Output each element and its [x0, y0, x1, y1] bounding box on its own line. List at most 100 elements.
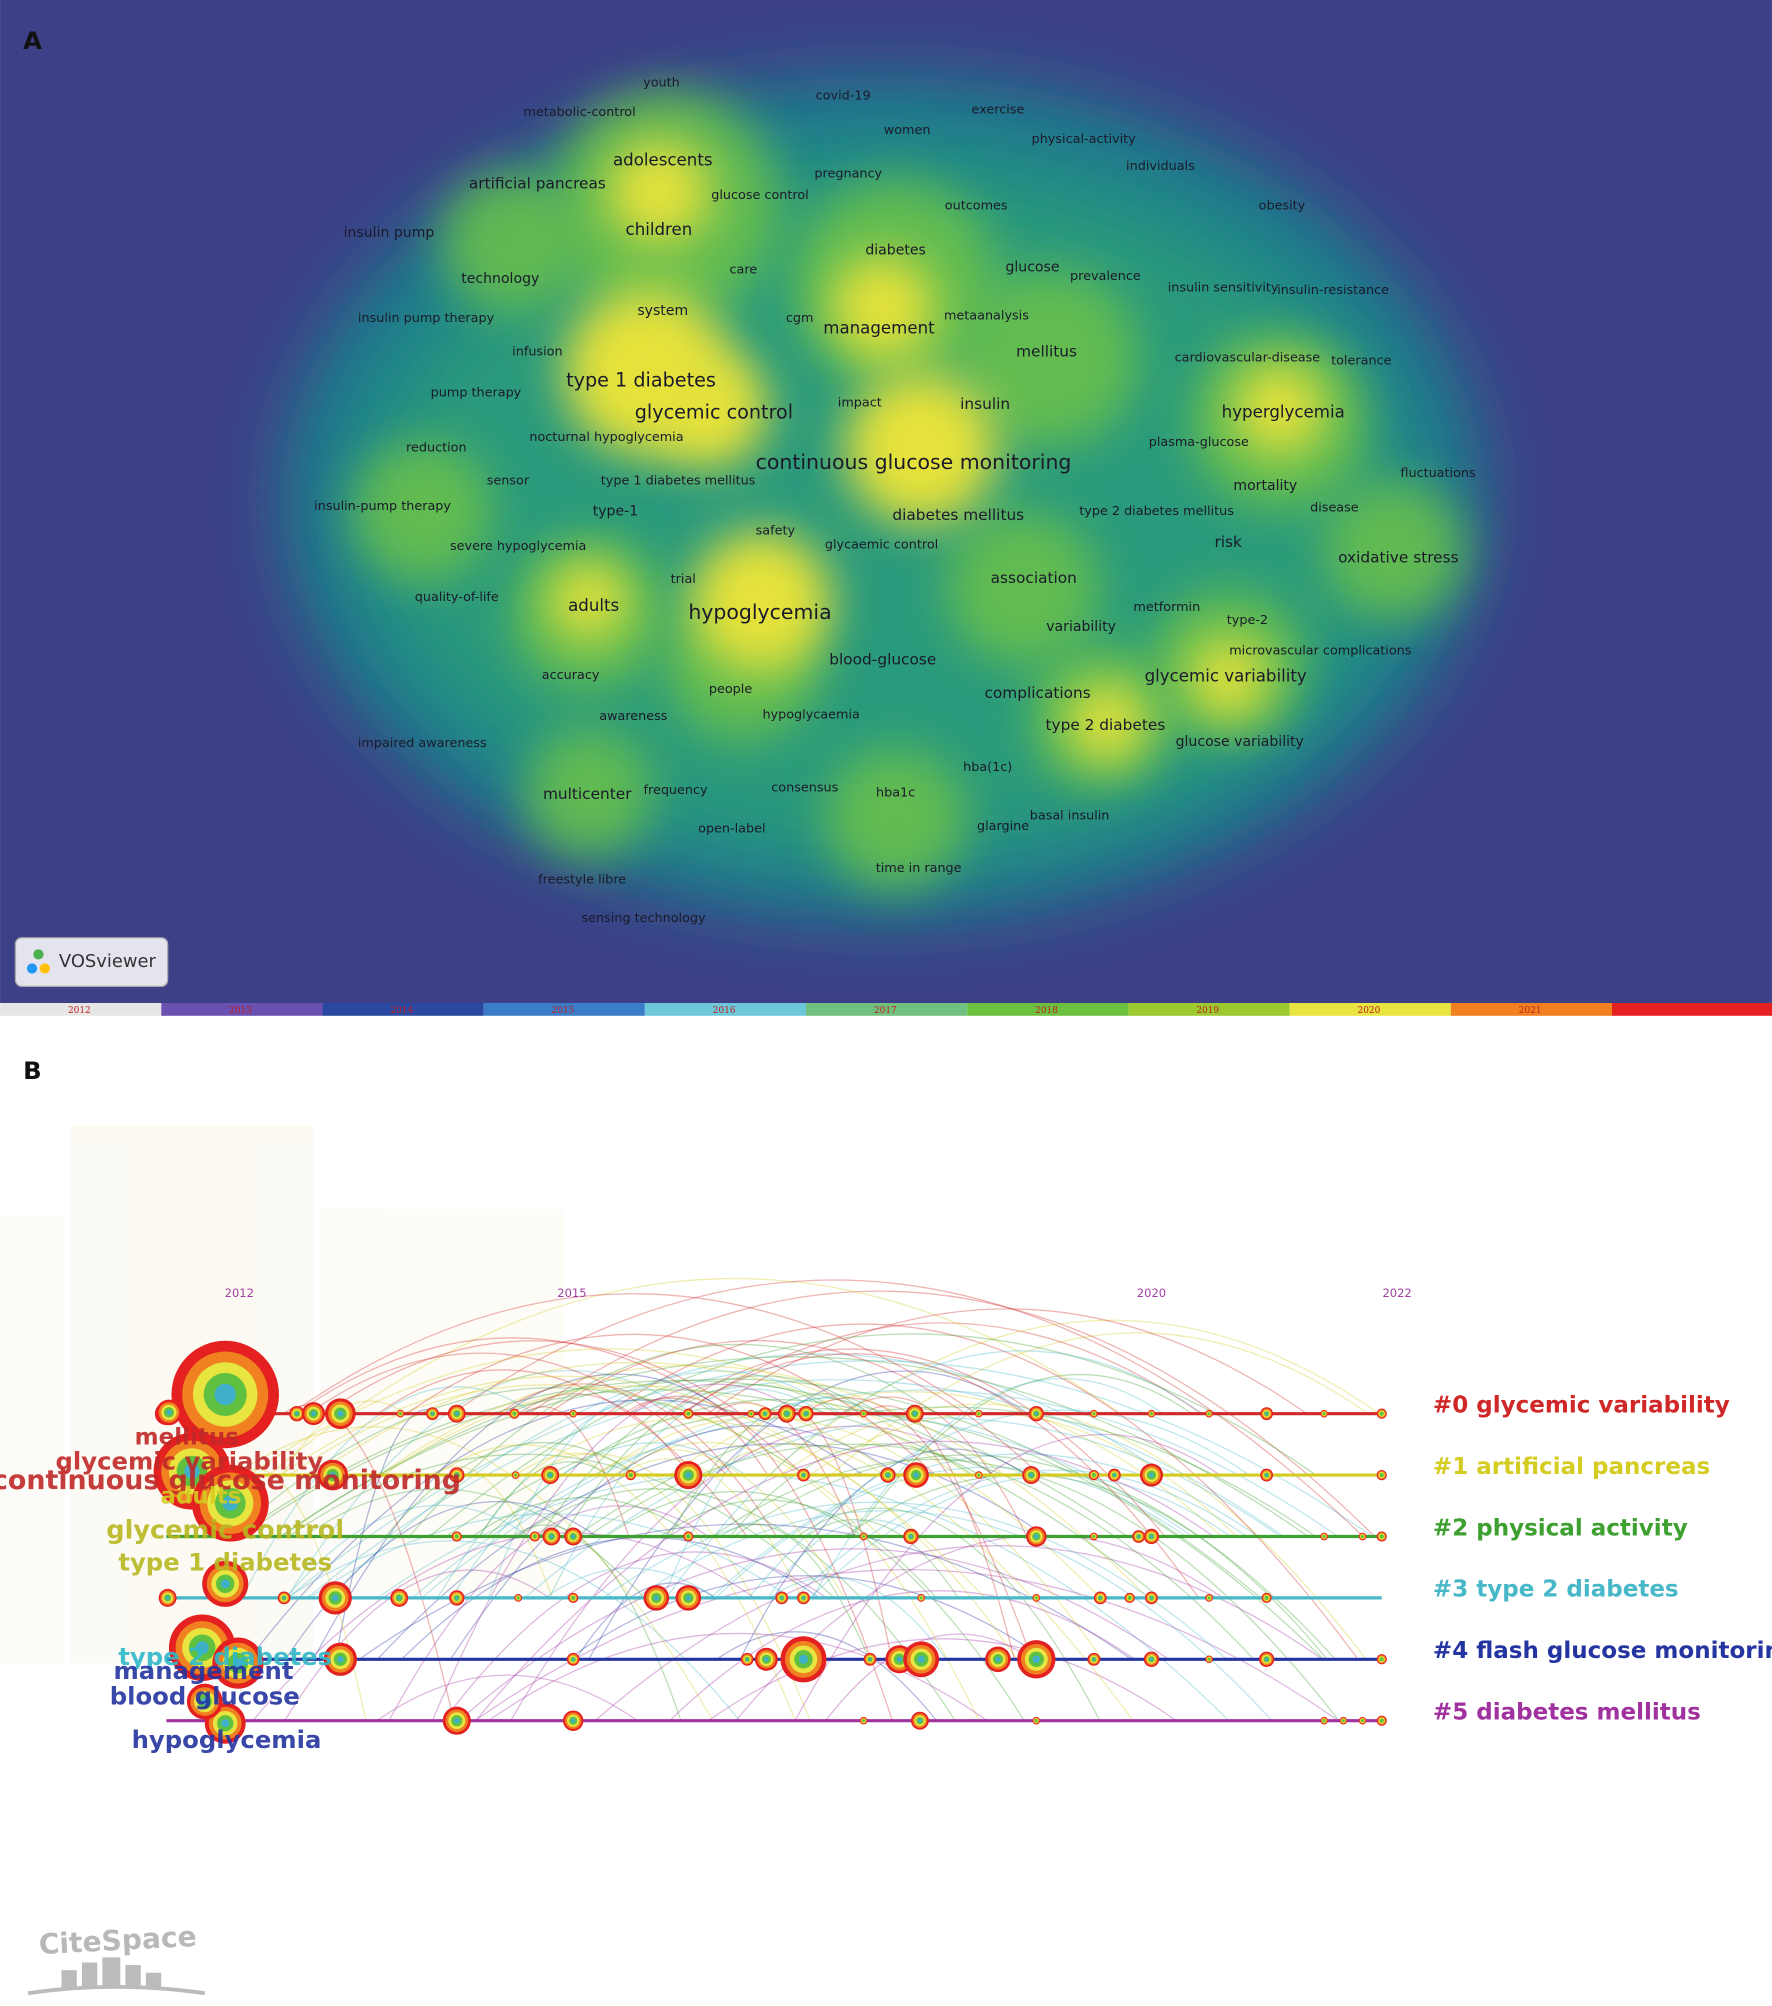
term-label: fluctuations — [1400, 466, 1476, 481]
node — [862, 1534, 866, 1539]
glow — [652, 351, 768, 467]
citation-arc — [575, 1582, 716, 1660]
year-segment — [483, 1003, 645, 1016]
node — [785, 1411, 789, 1416]
citation-arc — [852, 1373, 1193, 1537]
term-label: sensing technology — [582, 911, 707, 926]
term-label: glucose — [1005, 259, 1059, 275]
glow — [844, 371, 998, 525]
node — [868, 1658, 872, 1661]
node — [397, 1596, 402, 1600]
citation-arc — [376, 1674, 638, 1722]
citation-arc — [401, 1536, 820, 1660]
node — [514, 1473, 518, 1477]
node — [995, 1656, 1001, 1662]
citation-arc — [458, 1548, 1169, 1722]
citation-arc — [715, 1466, 1187, 1599]
citation-arc — [388, 1505, 709, 1722]
citation-arc — [295, 1337, 805, 1476]
term-label: infusion — [512, 344, 562, 359]
node — [1322, 1719, 1326, 1723]
term-label: plasma-glucose — [1149, 435, 1249, 450]
node — [1092, 1534, 1096, 1539]
citation-arc — [280, 1375, 986, 1599]
node — [1034, 1534, 1039, 1539]
term-label: freestyle libre — [538, 873, 626, 888]
node — [331, 1594, 339, 1602]
citation-arc — [431, 1465, 554, 1599]
citation-arc — [287, 1540, 741, 1722]
term-label: nocturnal hypoglycemia — [529, 430, 683, 445]
glow — [351, 441, 493, 583]
node-label: type 1 diabetes — [118, 1547, 332, 1576]
term-label: cgm — [786, 311, 814, 326]
node — [917, 1655, 925, 1663]
node — [220, 1579, 230, 1589]
term-label: type 2 diabetes — [1045, 716, 1165, 734]
term-label: adults — [568, 596, 619, 615]
citation-arc — [286, 1370, 693, 1599]
term-label: trial — [671, 572, 696, 587]
node — [1265, 1412, 1268, 1415]
node — [532, 1534, 537, 1539]
node — [919, 1596, 923, 1600]
node — [295, 1412, 299, 1416]
density-glow — [281, 76, 1485, 922]
year-segment — [644, 1003, 807, 1016]
year-segment — [1612, 1003, 1772, 1016]
node — [571, 1658, 575, 1661]
citation-arc — [443, 1551, 827, 1722]
brand: CiteSpace — [38, 1920, 197, 1961]
glow — [1234, 364, 1325, 455]
year-bar: 2012 2013 2014 2015 2016 2017 2018 2019 2020 2021 — [0, 1003, 1772, 1016]
node — [764, 1656, 769, 1662]
citation-arc — [312, 1373, 731, 1660]
term-label: physical-activity — [1032, 132, 1137, 147]
cluster-label: #5 diabetes mellitus — [1433, 1700, 1701, 1726]
term-layer: youth metabolic-control covid-19 exercise wo… — [314, 76, 1476, 926]
citation-arc — [408, 1343, 937, 1537]
node — [1137, 1535, 1140, 1538]
citation-arc — [864, 1405, 1015, 1660]
citation-arc — [431, 1383, 802, 1721]
node — [1379, 1411, 1384, 1416]
citation-arc — [474, 1568, 1339, 1722]
node — [798, 1654, 809, 1664]
year-label: 2013 — [229, 1006, 252, 1016]
citation-arc — [240, 1389, 1161, 1599]
citation-arc — [306, 1379, 1284, 1599]
term-label: hba1c — [876, 786, 915, 801]
term-label: adolescents — [613, 151, 713, 170]
node — [1032, 1655, 1041, 1664]
brand-icon — [26, 949, 50, 974]
year-label: 2017 — [874, 1006, 897, 1016]
term-label: insulin — [960, 395, 1010, 413]
node — [571, 1412, 575, 1416]
citation-arc — [378, 1365, 1149, 1599]
year-label: 2015 — [552, 1006, 575, 1016]
citation-arc — [285, 1504, 530, 1599]
glow — [825, 748, 966, 890]
node — [1113, 1473, 1116, 1477]
term-label: impact — [838, 395, 882, 410]
node — [802, 1596, 805, 1600]
term-label: covid-19 — [816, 88, 871, 103]
citation-arc — [729, 1443, 974, 1537]
citation-arc — [471, 1496, 696, 1538]
citation-arc — [510, 1425, 995, 1722]
glow — [946, 511, 1101, 666]
citation-arc — [779, 1403, 1367, 1660]
panel-label: A — [23, 26, 42, 55]
citation-arc — [562, 1383, 837, 1537]
citation-arc — [707, 1308, 1308, 1415]
term-label: glucose variability — [1176, 734, 1304, 750]
citation-arc — [606, 1323, 1359, 1660]
term-label: type-1 — [593, 504, 638, 520]
term-label: multicenter — [543, 785, 632, 803]
citation-arc — [594, 1448, 845, 1599]
node — [337, 1655, 344, 1663]
node — [1379, 1718, 1384, 1723]
citespace-logo: CiteSpace — [27, 1920, 206, 1996]
term-label: glycemic control — [635, 401, 793, 424]
